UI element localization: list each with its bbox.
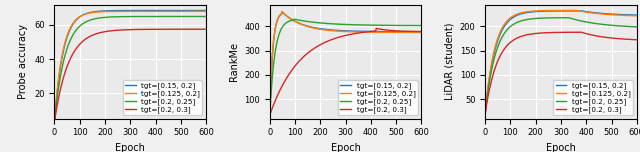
Y-axis label: Probe accuracy: Probe accuracy <box>19 24 29 99</box>
Y-axis label: RankMe: RankMe <box>228 42 239 81</box>
Legend: tgt=[0.15, 0.2], tgt=[0.125, 0.2], tgt=[0.2, 0.25], tgt=[0.2, 0.3]: tgt=[0.15, 0.2], tgt=[0.125, 0.2], tgt=[… <box>123 80 202 115</box>
Y-axis label: LiDAR (student): LiDAR (student) <box>444 23 454 100</box>
Legend: tgt=[0.15, 0.2], tgt=[0.125, 0.2], tgt=[0.2, 0.25], tgt=[0.2, 0.3]: tgt=[0.15, 0.2], tgt=[0.125, 0.2], tgt=[… <box>554 80 633 115</box>
X-axis label: Epoch: Epoch <box>331 143 360 152</box>
X-axis label: Epoch: Epoch <box>115 143 145 152</box>
Legend: tgt=[0.15, 0.2], tgt=[0.125, 0.2], tgt=[0.2, 0.25], tgt=[0.2, 0.3]: tgt=[0.15, 0.2], tgt=[0.125, 0.2], tgt=[… <box>338 80 418 115</box>
X-axis label: Epoch: Epoch <box>546 143 576 152</box>
